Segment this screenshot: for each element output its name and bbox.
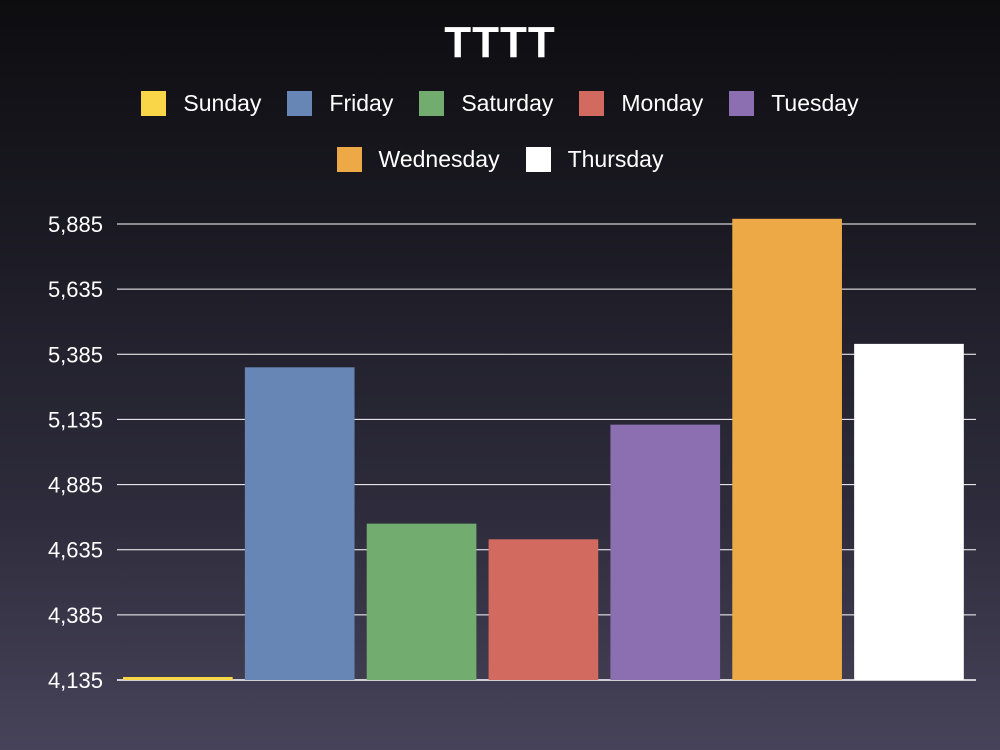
y-tick-label: 5,135 (48, 407, 103, 432)
bar-tuesday (610, 425, 720, 680)
bar-sunday (123, 677, 233, 680)
y-axis-ticks: 4,135 4,385 4,635 4,885 5,135 5,385 5,635 5,885 (48, 212, 103, 693)
bar-monday (489, 539, 599, 680)
y-tick-label: 4,385 (48, 603, 103, 628)
y-tick-label: 5,635 (48, 277, 103, 302)
y-tick-label: 5,385 (48, 342, 103, 367)
y-tick-label: 4,135 (48, 668, 103, 693)
bar-wednesday (732, 219, 842, 680)
y-tick-label: 5,885 (48, 212, 103, 237)
bar-thursday (854, 344, 964, 680)
bars (123, 219, 964, 680)
y-tick-label: 4,635 (48, 538, 103, 563)
bar-saturday (367, 524, 477, 680)
bar-friday (245, 367, 355, 680)
y-tick-label: 4,885 (48, 473, 103, 498)
